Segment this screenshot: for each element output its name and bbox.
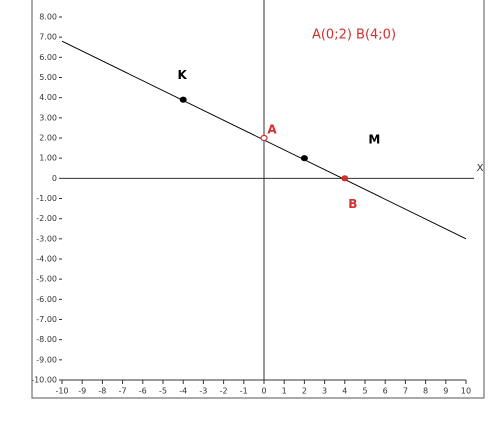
x-tick-label: 9 [443, 387, 448, 396]
x-tick-label: -2 [220, 387, 228, 396]
x-tick-label: 10 [461, 387, 471, 396]
y-tick-label: -2.00 [36, 214, 57, 223]
x-tick-label: 5 [362, 387, 367, 396]
y-tick-label: 6.00 [39, 53, 57, 62]
x-tick-label: 7 [403, 387, 408, 396]
x-tick-label: -5 [159, 387, 167, 396]
y-tick-label: -4.00 [36, 255, 57, 264]
y-tick-label: -5.00 [36, 275, 57, 284]
y-tick-label: -7.00 [36, 315, 57, 324]
x-tick-label: -6 [139, 387, 147, 396]
frame [31, 0, 485, 399]
y-tick-label: 7.00 [39, 33, 57, 42]
point-label: M [368, 133, 380, 147]
annotation: A(0;2) B(4;0) [312, 28, 396, 43]
y-tick-label: -1.00 [36, 194, 57, 203]
y-tick-label: -6.00 [36, 295, 57, 304]
x-tick-label: -10 [55, 387, 68, 396]
x-axis-label: X [477, 163, 484, 174]
x-tick-label: -9 [78, 387, 86, 396]
x-tick-label: -3 [199, 387, 207, 396]
x-tick-label: 1 [282, 387, 287, 396]
x-tick-label: 6 [383, 387, 388, 396]
y-tick-label: -9.00 [36, 355, 57, 364]
y-tick-label: -10.00 [31, 376, 57, 385]
y-tick-label: -3.00 [36, 234, 57, 243]
y-tick-label: 3.00 [39, 113, 57, 122]
x-tick-label: -7 [119, 387, 127, 396]
point [260, 134, 268, 142]
x-tick-label: -8 [98, 387, 106, 396]
y-tick-label: 1.00 [39, 154, 57, 163]
x-tick-label: 8 [423, 387, 428, 396]
y-tick-label: 4.00 [39, 93, 57, 102]
y-tick-label: 0 [52, 174, 57, 183]
x-tick-label: 2 [302, 387, 307, 396]
point [179, 96, 187, 103]
point [300, 155, 308, 162]
point [341, 175, 349, 182]
y-tick-label: 2.00 [39, 134, 57, 143]
x-tick-label: -1 [240, 387, 248, 396]
point-label: A [267, 123, 277, 137]
y-tick-label: -8.00 [36, 335, 57, 344]
x-tick-label: -4 [179, 387, 187, 396]
y-tick-label: 5.00 [39, 73, 57, 82]
x-tick-label: 3 [322, 387, 327, 396]
x-tick-label: 4 [342, 387, 347, 396]
y-tick-label: 8.00 [39, 13, 57, 22]
point-label: B [348, 197, 357, 211]
x-tick-label: 0 [261, 387, 266, 396]
point-label: K [178, 68, 188, 82]
